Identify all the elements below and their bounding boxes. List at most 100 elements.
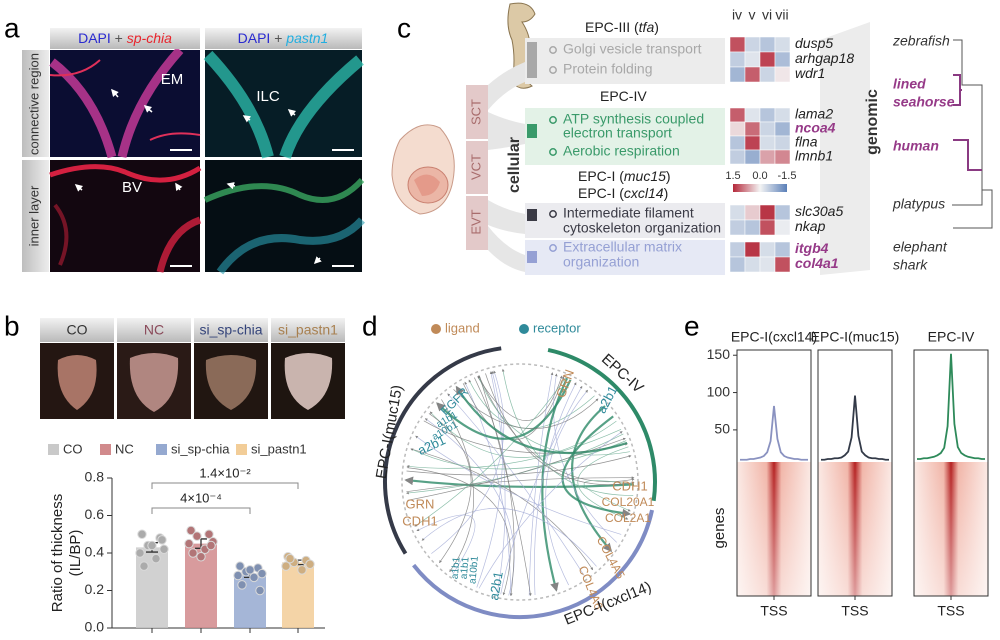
micrographs xyxy=(22,28,366,275)
chord xyxy=(476,370,504,588)
heatmap-cell xyxy=(774,219,791,236)
heatmap-column-label: vi xyxy=(762,7,772,23)
heatmap-cell xyxy=(759,204,776,221)
heatmap-column-label: vii xyxy=(775,7,788,23)
species-label: human xyxy=(893,138,939,154)
p-value: 1.4×10⁻² xyxy=(199,465,251,480)
panel-title: EPC-IV xyxy=(928,329,975,345)
data-point xyxy=(192,531,202,541)
go-term: Aerobic respiration xyxy=(563,143,680,159)
heatmap-cell xyxy=(744,204,761,221)
data-point xyxy=(139,561,149,571)
chord xyxy=(455,385,628,455)
chord xyxy=(406,454,632,476)
data-point xyxy=(255,585,265,596)
term-bullet xyxy=(549,116,557,124)
species-label: elephant xyxy=(893,239,948,255)
gene-label: lama2 xyxy=(795,106,833,122)
profile-line xyxy=(821,395,889,461)
group-marker xyxy=(527,209,537,221)
colorbar xyxy=(733,184,787,192)
receptor-label: a1b1 xyxy=(450,556,463,580)
dissection-photos xyxy=(40,343,345,419)
panel-label: d xyxy=(362,310,378,341)
gene-label: ncoa4 xyxy=(795,120,836,136)
chord xyxy=(415,435,622,535)
chord xyxy=(561,415,632,518)
annotation: EM xyxy=(161,71,184,88)
ligand-label: CDH1 xyxy=(612,478,647,493)
heatmap-cell xyxy=(759,256,776,273)
go-term: organization xyxy=(563,254,639,270)
panel-label: a xyxy=(4,12,20,43)
group-header: CO xyxy=(67,322,88,338)
go-term: Extracellular matrix xyxy=(563,239,682,255)
ligand-label: CDH1 xyxy=(402,513,437,528)
y-tick-label: 0.0 xyxy=(85,619,105,635)
heatmap-cell xyxy=(759,121,776,137)
heatmap-cell xyxy=(744,36,761,53)
group-title: EPC-I (cxcl14) xyxy=(578,185,668,201)
go-term: cytoskeleton organization xyxy=(563,220,721,236)
receptor-label: a2b1 xyxy=(415,432,448,458)
heatmap-cell xyxy=(774,51,791,68)
heatmap-cell xyxy=(774,241,791,258)
heatmap-cell xyxy=(729,51,746,68)
heatmap-cell xyxy=(744,219,761,236)
group-header: si_sp-chia xyxy=(199,322,262,338)
panel-title: EPC-I(cxcl14) xyxy=(731,329,817,345)
chord xyxy=(583,480,635,512)
data-point xyxy=(237,580,247,590)
species-label: shark xyxy=(893,257,928,273)
heatmap-cell xyxy=(729,135,746,151)
panel-label: e xyxy=(684,310,700,341)
ligand-label: GRN xyxy=(553,367,577,399)
heatmap-cell xyxy=(744,66,761,83)
chord xyxy=(407,437,626,501)
data-point xyxy=(257,568,267,579)
data-point xyxy=(159,544,169,554)
data-point xyxy=(147,540,157,551)
chord xyxy=(534,382,577,596)
heatmap-cell xyxy=(744,107,761,123)
heatmap-fade xyxy=(818,462,892,596)
y-tick-label: 0.8 xyxy=(85,469,105,485)
profile-line xyxy=(917,353,985,460)
y-tick-label: 0.2 xyxy=(85,581,105,597)
go-term: Protein folding xyxy=(563,61,653,77)
heatmap-fade xyxy=(914,462,988,596)
heatmap-cell xyxy=(729,241,746,258)
gene-label: wdr1 xyxy=(795,65,825,81)
y-tick-label: 100 xyxy=(707,383,731,399)
term-bullet xyxy=(549,66,557,74)
group-marker xyxy=(527,42,537,78)
chord xyxy=(414,377,567,527)
y-tick-label: 0.6 xyxy=(85,506,105,522)
chord xyxy=(478,431,623,589)
species-label: zebrafish xyxy=(892,33,950,49)
layer-label: SCT xyxy=(468,99,483,125)
group-marker xyxy=(527,124,537,138)
go-term: ATP synthesis coupled xyxy=(563,111,704,127)
header-part: + xyxy=(270,30,286,46)
y-tick-label: 50 xyxy=(714,421,730,437)
heatmap-cell xyxy=(774,107,791,123)
legend-label: NC xyxy=(115,441,134,456)
chord xyxy=(545,389,588,586)
chord xyxy=(479,375,532,597)
gene-label: lmnb1 xyxy=(795,148,833,164)
heatmap-cell xyxy=(744,241,761,258)
bar xyxy=(282,562,314,628)
chord xyxy=(429,411,617,458)
term-bullet xyxy=(549,46,557,54)
heatmap-cell xyxy=(759,219,776,236)
title-part: EPC-I ( xyxy=(578,168,624,184)
legend-dot xyxy=(519,324,529,334)
data-point xyxy=(245,565,255,575)
heatmap-cell xyxy=(759,66,776,83)
heatmap-column-label: v xyxy=(749,7,756,23)
data-point xyxy=(285,553,295,564)
column-header: DAPI + sp-chia xyxy=(78,30,172,46)
data-point xyxy=(204,529,214,539)
heatmap-cell xyxy=(729,36,746,53)
